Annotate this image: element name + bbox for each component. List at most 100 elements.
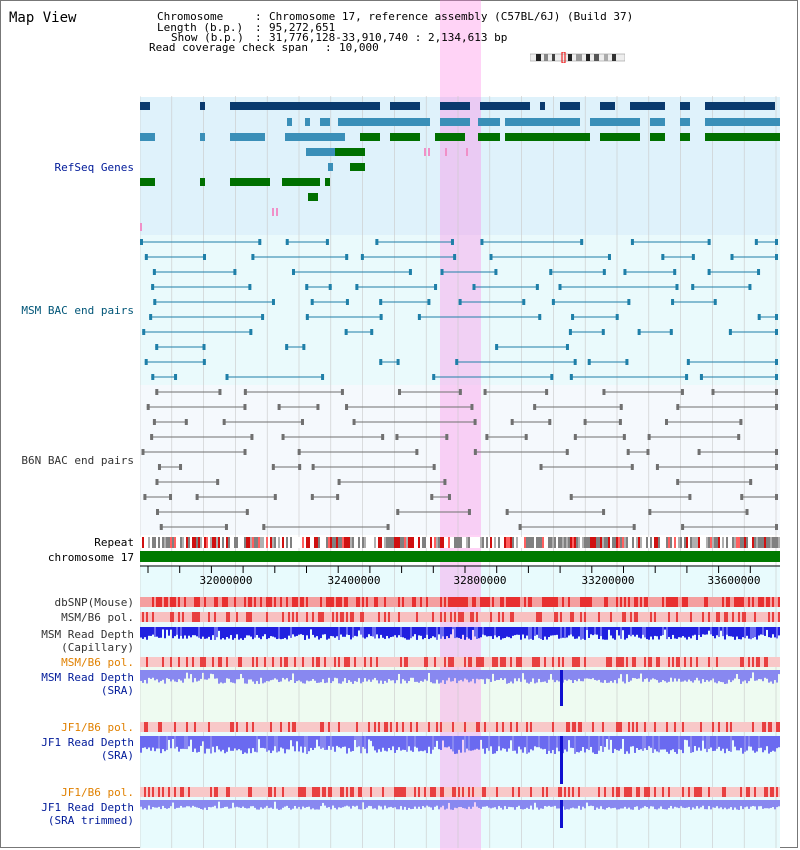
repeat-element (500, 537, 502, 548)
jf1-b6-pol-strip-2-cell (430, 787, 432, 797)
dbsnp-strip-cell (666, 597, 668, 607)
msm-read-depth-cap-bars-bar (624, 627, 626, 640)
msm-read-depth-sra-bars-bar (462, 670, 464, 682)
jf1-read-depth-trim-bars-bar (218, 800, 220, 802)
msm-read-depth-cap-label[interactable]: MSM Read Depth (41, 628, 134, 641)
msm-b6-pol-strip-cell (498, 612, 500, 622)
jf1-b6-pol-label-2[interactable]: JF1/B6 pol. (61, 786, 134, 799)
jf1-read-depth-trim-label[interactable]: JF1 Read Depth (41, 801, 134, 814)
msm-b6-pol-strip-2-cell (294, 657, 296, 667)
dbsnp-label[interactable]: dbSNP(Mouse) (54, 596, 134, 609)
msm-read-depth-cap-bars-bar (296, 627, 298, 636)
dbsnp-strip-cell (198, 597, 200, 607)
msm-b6-pol-strip-2-cell (612, 657, 614, 667)
msm-read-depth-sra-label[interactable]: MSM Read Depth (41, 671, 134, 684)
repeat-element (710, 537, 712, 548)
dbsnp-strip-cell (438, 597, 440, 607)
refseq-gene (540, 102, 545, 110)
refseq-gene (705, 133, 780, 141)
jf1-b6-pol-strip-2-cell (398, 787, 400, 797)
repeat-label[interactable]: Repeat (94, 536, 134, 549)
jf1-read-depth-sra-bars-bar (372, 736, 374, 747)
msm-b6-pol-strip-cell (222, 612, 224, 622)
msm-b6-pol-strip-2-cell (408, 657, 410, 667)
jf1-b6-pol-label[interactable]: JF1/B6 pol. (61, 721, 134, 734)
repeat-element (146, 537, 148, 548)
msm-read-depth-sra-bars-bar (554, 670, 556, 683)
msm-read-depth-sra-bars-bar (306, 670, 308, 681)
msm-read-depth-cap-bars-bar (264, 627, 266, 635)
msm-read-depth-cap-bars-bar (452, 627, 454, 630)
dbsnp-strip-cell (654, 597, 656, 607)
msm-b6-pol-strip-2-cell (404, 657, 406, 667)
jf1-read-depth-sra-bars-bar (430, 736, 432, 754)
msm-b6-pol-strip-2-cell (156, 657, 158, 667)
msm-read-depth-sra-bars-bar (154, 670, 156, 681)
jf1-read-depth-sra-bars-bar (296, 736, 298, 742)
msm-read-depth-sra-bars-bar (612, 670, 614, 683)
msm-bac-pair-end (602, 269, 606, 275)
jf1-b6-pol-strip-2-cell (224, 787, 226, 797)
msm-b6-pol-strip-2-cell (384, 657, 386, 667)
msm-b6-pol-strip-2-cell (306, 657, 308, 667)
jf1-read-depth-trim-bars-bar (328, 800, 330, 808)
msm-b6-pol-strip-2-cell (352, 657, 354, 667)
msm-b6-pol-strip-2-cell (510, 657, 512, 667)
repeat-element (304, 537, 306, 548)
dbsnp-strip-cell (384, 597, 386, 607)
jf1-b6-pol-strip-2-cell (768, 787, 770, 797)
jf1-b6-pol-strip-2-cell (220, 787, 222, 797)
chromosome-track-label[interactable]: chromosome 17 (47, 551, 134, 564)
msm-read-depth-cap-bars-bar (612, 627, 614, 639)
repeat-element (590, 537, 592, 548)
msm-read-depth-cap-bars-bar (388, 627, 390, 639)
repeat-element (776, 537, 778, 548)
msm-read-depth-cap-bars-bar (234, 627, 236, 639)
jf1-read-depth-sra-bars-bar (600, 736, 602, 747)
msm-b6-pol-strip-cell (620, 612, 622, 622)
msm-b6-pol-strip-2-cell (432, 657, 434, 667)
msm-read-depth-cap-bars-bar (380, 627, 382, 635)
b6n-bac-label[interactable]: B6N BAC end pairs (21, 454, 134, 467)
msm-b6-pol-strip-2-cell (586, 657, 588, 667)
chromosome-ideogram[interactable] (530, 52, 625, 63)
dbsnp-strip-cell (628, 597, 630, 607)
msm-b6-pol-strip-cell (412, 612, 414, 622)
msm-bac-label[interactable]: MSM BAC end pairs (21, 304, 134, 317)
msm-bac-pair-end (291, 269, 295, 275)
msm-b6-pol-strip-cell (256, 612, 258, 622)
jf1-read-depth-trim-bars-bar (214, 800, 216, 806)
msm-b6-pol-label[interactable]: MSM/B6 pol. (61, 611, 134, 624)
msm-b6-pol-label-2[interactable]: MSM/B6 pol. (61, 656, 134, 669)
msm-b6-pol-strip-cell (660, 612, 662, 622)
msm-b6-pol-strip-2-cell (706, 657, 708, 667)
msm-read-depth-sra-bars-bar (514, 670, 516, 679)
jf1-read-depth-sra-bars-bar (576, 736, 578, 752)
msm-read-depth-sra-bars-bar (228, 670, 230, 679)
jf1-b6-pol-strip-cell (776, 722, 778, 732)
axis-tick-label: 33200000 (581, 574, 635, 587)
jf1-read-depth-trim-bars-bar (682, 800, 684, 808)
jf1-read-depth-sra-label[interactable]: JF1 Read Depth (41, 736, 134, 749)
msm-read-depth-cap-bars-bar (430, 627, 432, 639)
dbsnp-strip-cell (234, 597, 236, 607)
jf1-b6-pol-strip-2-cell (706, 787, 708, 797)
b6n-bac-pair-end (262, 524, 266, 530)
jf1-b6-pol-strip-cell (434, 722, 436, 732)
msm-read-depth-sra-bars-bar (546, 670, 548, 683)
jf1-read-depth-sra-bars-bar (416, 736, 418, 748)
jf1-read-depth-trim-bars-bar (180, 800, 182, 806)
jf1-b6-pol-strip-2-cell (676, 787, 678, 797)
jf1-read-depth-sra-bars-bar (556, 736, 558, 748)
msm-read-depth-sra-bars-bar (264, 670, 266, 683)
refseq-genes-label[interactable]: RefSeq Genes (54, 161, 134, 174)
dbsnp-strip-cell (626, 597, 628, 607)
msm-b6-pol-strip-cell (270, 612, 272, 622)
jf1-b6-pol-strip-cell (760, 722, 762, 732)
msm-b6-pol-strip-2-cell (266, 657, 268, 667)
jf1-read-depth-sra-bars-bar (728, 736, 730, 751)
msm-read-depth-sra-bars-bar (150, 670, 152, 679)
msm-read-depth-sra-bars-bar (610, 670, 612, 681)
dbsnp-strip-cell (208, 597, 210, 607)
